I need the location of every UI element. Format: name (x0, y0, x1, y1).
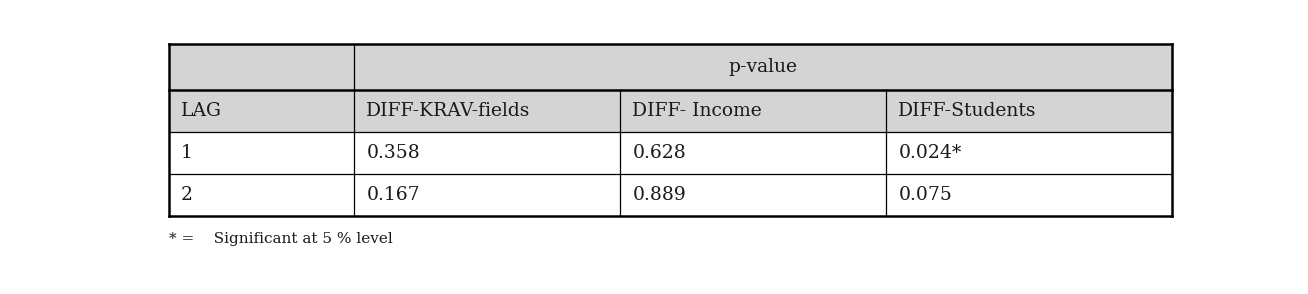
Text: 0.075: 0.075 (899, 186, 952, 204)
Text: DIFF-KRAV-fields: DIFF-KRAV-fields (366, 102, 531, 120)
Bar (886, 174, 1172, 216)
Bar (169, 174, 354, 216)
Text: DIFF-Students: DIFF-Students (899, 102, 1037, 120)
Text: 0.358: 0.358 (366, 144, 420, 162)
Bar (169, 44, 354, 90)
Text: DIFF- Income: DIFF- Income (632, 102, 763, 120)
Text: LAG: LAG (181, 102, 222, 120)
Bar (354, 174, 620, 216)
Bar (354, 90, 620, 132)
Text: * =    Significant at 5 % level: * = Significant at 5 % level (169, 232, 392, 246)
Bar (354, 132, 620, 174)
Bar (620, 174, 886, 216)
Bar (354, 44, 1172, 90)
Bar (620, 90, 886, 132)
Bar (620, 132, 886, 174)
Text: 0.024*: 0.024* (899, 144, 961, 162)
Bar (169, 90, 354, 132)
Text: 0.628: 0.628 (632, 144, 687, 162)
Bar (169, 132, 354, 174)
Bar (886, 90, 1172, 132)
Text: 2: 2 (181, 186, 192, 204)
Text: p-value: p-value (729, 58, 798, 76)
Text: 0.167: 0.167 (366, 186, 420, 204)
Text: 0.889: 0.889 (632, 186, 687, 204)
Text: 1: 1 (181, 144, 192, 162)
Bar (886, 132, 1172, 174)
